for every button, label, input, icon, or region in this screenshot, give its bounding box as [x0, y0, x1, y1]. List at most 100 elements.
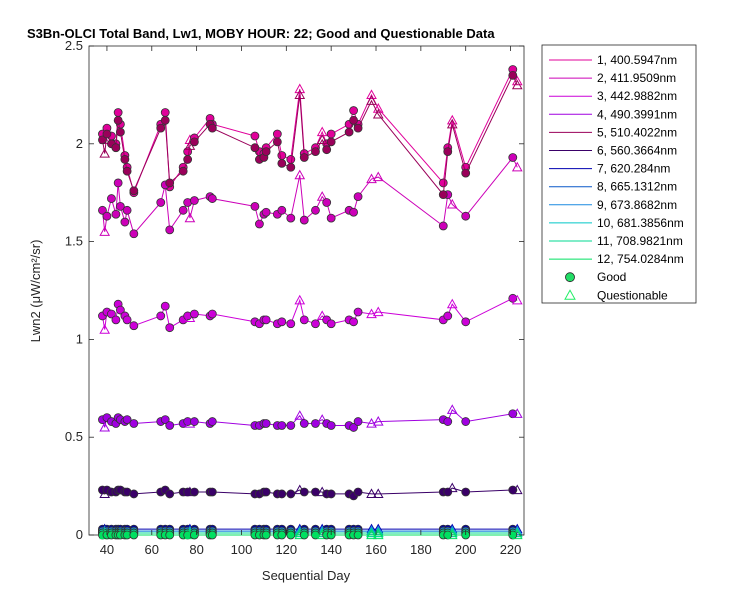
questionable-point	[446, 482, 458, 493]
legend-label: 5, 510.4022nm	[597, 125, 677, 139]
questionable-point	[294, 294, 306, 305]
good-point	[129, 419, 139, 428]
good-point	[107, 194, 116, 203]
good-point	[261, 487, 271, 497]
good-point	[349, 317, 358, 327]
questionable-point	[372, 488, 384, 499]
good-point	[129, 229, 139, 239]
good-point	[326, 421, 336, 430]
good-point	[122, 205, 132, 215]
questionable-point	[99, 148, 111, 158]
good-point	[165, 421, 175, 430]
series-5	[98, 70, 523, 200]
good-point	[129, 530, 139, 540]
good-point	[261, 419, 271, 428]
good-point	[286, 421, 296, 430]
good-point	[461, 317, 471, 327]
good-point	[261, 530, 271, 540]
good-point	[353, 307, 363, 317]
x-axis-label: Sequential Day	[262, 568, 351, 583]
questionable-point	[372, 416, 384, 426]
good-point	[349, 106, 358, 115]
good-point	[113, 178, 123, 188]
good-point	[102, 211, 112, 221]
good-point	[160, 115, 170, 125]
y-tick-label: 2	[76, 136, 83, 151]
good-point	[261, 147, 271, 157]
good-point	[189, 309, 199, 319]
legend-questionable-marker	[564, 289, 576, 300]
good-point	[286, 155, 296, 164]
good-point	[277, 205, 287, 215]
legend-label: 6, 560.3664nm	[597, 144, 677, 158]
questionable-point	[316, 134, 328, 144]
x-tick-label: 60	[145, 542, 159, 557]
good-point	[122, 415, 132, 424]
questionable-point	[316, 191, 328, 201]
good-point	[255, 219, 264, 229]
legend-label: 7, 620.284nm	[597, 162, 670, 176]
good-point	[349, 115, 358, 125]
questionable-point	[99, 324, 111, 334]
good-point	[189, 487, 199, 497]
legend-box	[541, 44, 697, 304]
good-point	[286, 530, 296, 540]
y-tick-label: 1.5	[65, 234, 83, 249]
good-point	[353, 123, 363, 133]
x-tick-label: 80	[189, 542, 203, 557]
y-tick-label: 2.5	[65, 38, 83, 53]
good-point	[326, 213, 336, 223]
good-point	[165, 530, 175, 540]
good-point	[286, 489, 296, 499]
good-point	[250, 131, 260, 141]
good-point	[461, 211, 471, 221]
good-point	[122, 166, 132, 176]
good-point	[326, 489, 336, 499]
questionable-point	[511, 79, 523, 90]
x-tick-label: 140	[320, 542, 342, 557]
good-point	[322, 198, 332, 207]
legend-label: 9, 673.8682nm	[597, 198, 677, 212]
good-point	[122, 315, 132, 325]
x-tick-label: 120	[275, 542, 297, 557]
good-point	[250, 201, 260, 211]
good-point	[189, 137, 199, 147]
good-point	[461, 168, 471, 178]
good-point	[165, 178, 175, 188]
good-point	[326, 137, 336, 147]
good-point	[207, 417, 217, 426]
x-tick-label: 100	[231, 542, 253, 557]
good-point	[508, 153, 518, 162]
questionable-point	[316, 310, 328, 321]
good-point	[107, 309, 116, 319]
good-point	[438, 178, 448, 188]
questionable-point	[366, 173, 377, 184]
good-point	[299, 487, 309, 497]
legend-label: 4, 490.3991nm	[597, 107, 677, 121]
questionable-point	[366, 488, 377, 499]
questionable-point	[366, 95, 377, 105]
questionable-point	[99, 226, 111, 236]
questionable-point	[99, 421, 111, 432]
good-point	[207, 487, 217, 497]
axes-layer: 40 60 80 100 120 140 160 180 200 220 0 0.5 1 1.5 2 2.5	[65, 38, 524, 557]
good-point	[98, 205, 107, 215]
good-point	[299, 153, 309, 162]
questionable-point	[446, 114, 458, 125]
good-point	[299, 215, 309, 225]
questionable-point	[294, 410, 306, 420]
questionable-point	[372, 103, 384, 113]
x-tick-label: 40	[100, 542, 114, 557]
good-point	[272, 129, 282, 139]
good-point	[178, 166, 188, 176]
good-point	[299, 315, 309, 325]
good-point	[261, 315, 271, 325]
good-point	[277, 158, 287, 168]
legend-label: 1, 400.5947nm	[597, 53, 677, 67]
good-point	[353, 192, 363, 202]
legend-good-marker	[565, 272, 575, 283]
questionable-point	[294, 83, 306, 94]
good-point	[207, 309, 217, 319]
x-tick-label: 180	[410, 542, 432, 557]
good-point	[102, 129, 112, 139]
